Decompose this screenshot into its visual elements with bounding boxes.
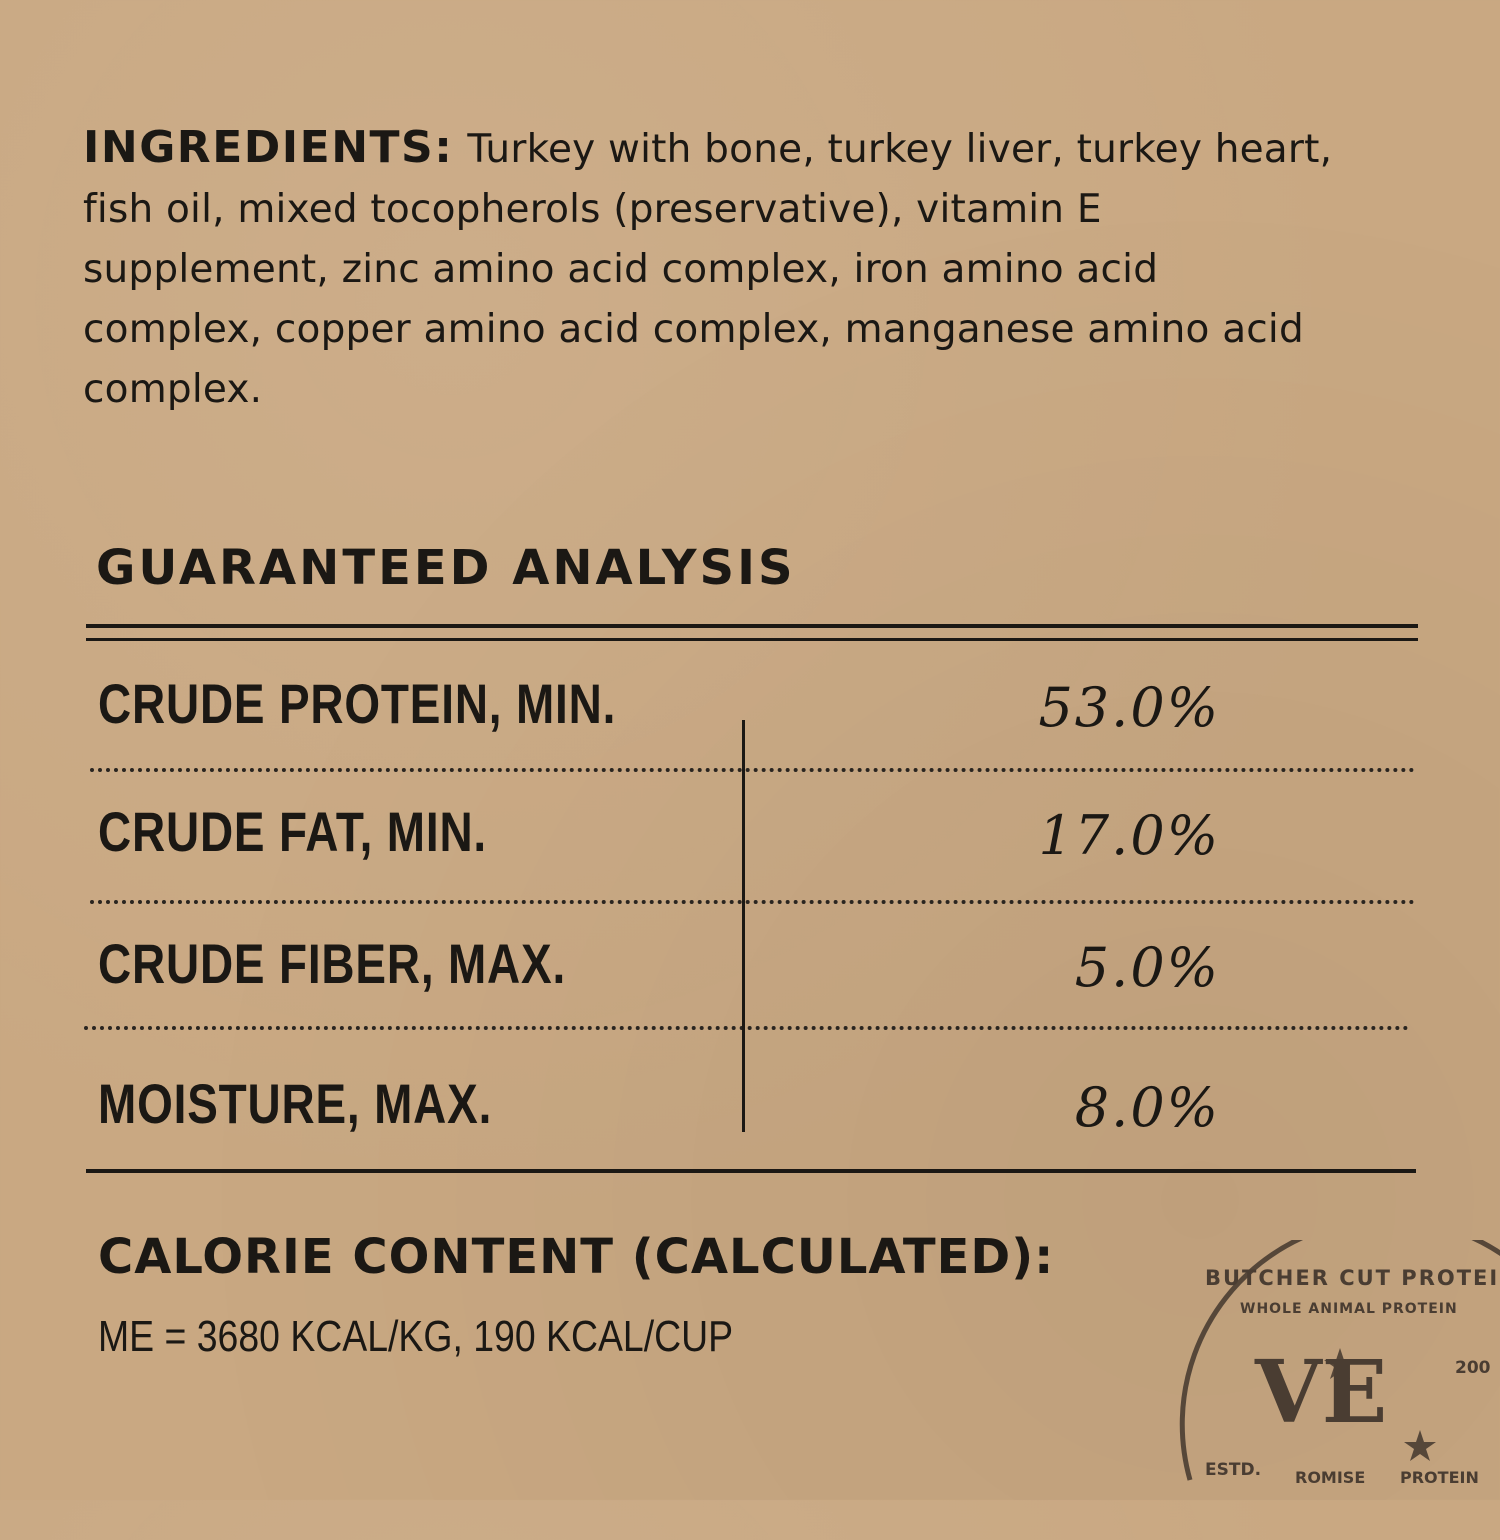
analysis-value: 17.0% (1038, 804, 1220, 867)
stamp-bottom-text: ROMISE (1295, 1468, 1366, 1487)
analysis-value: 5.0% (1074, 936, 1220, 999)
stamp-inner-text: WHOLE ANIMAL PROTEIN (1240, 1301, 1458, 1317)
stamp-logo: VE (1255, 1342, 1388, 1443)
ingredients-text: Turkey with bone, turkey liver, turkey h… (83, 127, 1333, 412)
analysis-label: CRUDE FIBER, MAX. (98, 932, 567, 995)
star-icon (1324, 1348, 1356, 1379)
stamp-outer-text: BUTCHER CUT PROTEIN (1205, 1266, 1500, 1290)
analysis-label: MOISTURE, MAX. (98, 1072, 493, 1135)
stamp-estd: ESTD. (1205, 1460, 1262, 1480)
analysis-label: CRUDE PROTEIN, MIN. (98, 672, 617, 735)
stamp-ring (1179, 1240, 1500, 1481)
divider-bottom (86, 1169, 1416, 1173)
row-divider (90, 900, 1415, 904)
calorie-content-title: CALORIE CONTENT (CALCULATED): (98, 1229, 1055, 1285)
row-divider (90, 768, 1415, 772)
stamp-year: 200 (1455, 1358, 1491, 1378)
ingredients-heading: INGREDIENTS: (83, 122, 454, 173)
divider-top-1 (86, 624, 1418, 628)
row-divider (84, 1026, 1409, 1030)
analysis-value: 8.0% (1074, 1076, 1220, 1139)
star-icon (1404, 1430, 1436, 1461)
analysis-label: CRUDE FAT, MIN. (98, 800, 488, 863)
guaranteed-analysis-title: GUARANTEED ANALYSIS (96, 540, 796, 596)
analysis-value: 53.0% (1038, 676, 1220, 739)
column-divider (742, 720, 745, 1132)
calorie-content-value: ME = 3680 KCAL/KG, 190 KCAL/CUP (98, 1312, 734, 1361)
divider-top-2 (86, 638, 1418, 641)
stamp-bottom-text-2: PROTEIN (1400, 1468, 1479, 1487)
ingredients-section: INGREDIENTS: Turkey with bone, turkey liv… (83, 118, 1343, 420)
